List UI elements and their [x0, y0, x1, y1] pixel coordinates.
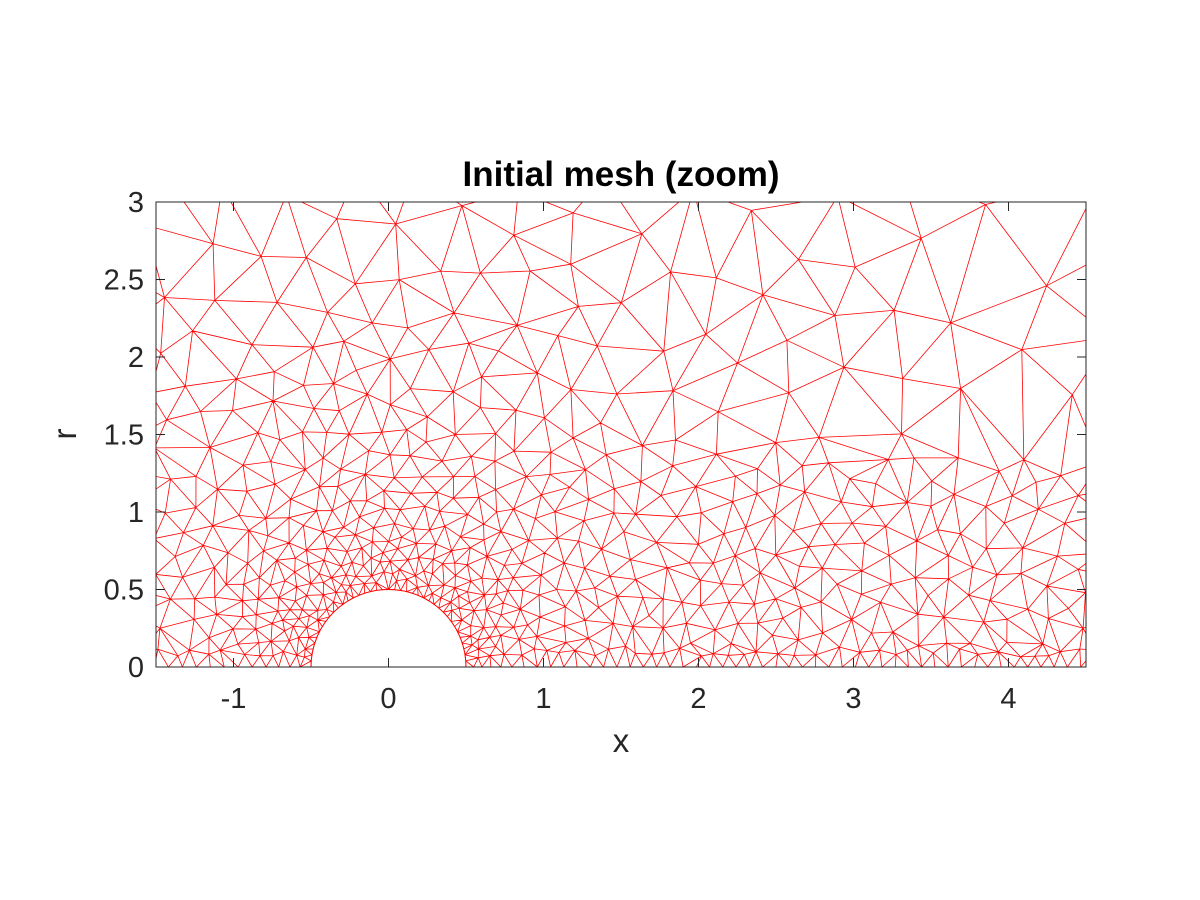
y-tick-label: 2.5	[104, 265, 144, 297]
axis-ticks: -1 0 1 2 3 4 0 0.5 1 1.5 2 2.5 3	[104, 187, 1086, 715]
x-axis-title: x	[613, 722, 630, 759]
x-tick-label: 4	[1000, 683, 1016, 715]
x-tick-label: 3	[845, 683, 861, 715]
x-tick-label: 2	[690, 683, 706, 715]
plot-background	[156, 202, 1086, 667]
x-tick-label: 1	[535, 683, 551, 715]
y-tick-label: 0	[128, 652, 144, 684]
cylinder-body	[310, 589, 467, 668]
x-tick-label: 0	[380, 683, 396, 715]
chart-title: Initial mesh (zoom)	[463, 155, 780, 194]
y-axis-title: r	[46, 429, 83, 440]
y-tick-label: 1	[128, 497, 144, 529]
y-tick-label: 0.5	[104, 575, 144, 607]
y-tick-label: 2	[128, 342, 144, 374]
y-tick-label: 3	[128, 187, 144, 219]
x-tick-label: -1	[221, 683, 247, 715]
y-tick-label: 1.5	[104, 420, 144, 452]
